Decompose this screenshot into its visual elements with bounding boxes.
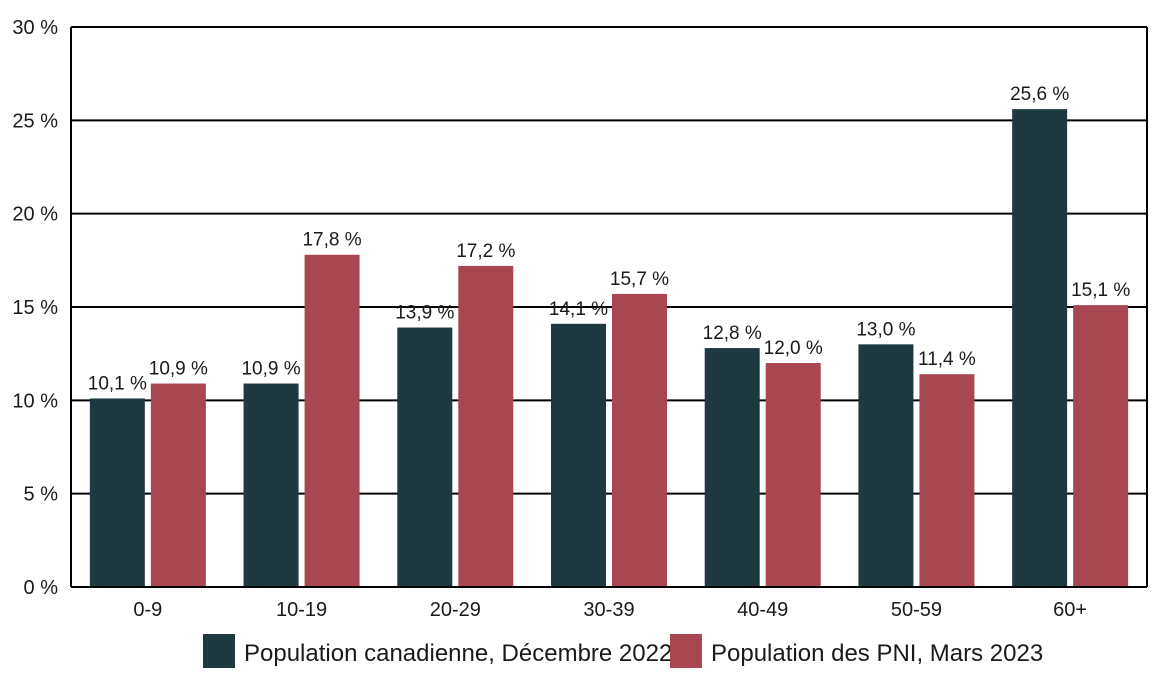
legend-swatch [670, 634, 702, 668]
x-axis-ticks: 0-9 10-19 20-29 30-39 40-49 50-59 60+ [133, 599, 1087, 621]
y-axis-ticks: 0 % 5 % 10 % 15 % 20 % 25 % 30 % [12, 17, 58, 599]
x-tick-label: 50-59 [891, 599, 942, 621]
data-labels: 10,1 %10,9 % 10,9 %17,8 %13,9 %17,2 %14,1… [88, 84, 1131, 394]
data-label: 17,8 % [302, 230, 361, 251]
y-tick-label: 10 % [12, 390, 58, 412]
legend-label: Population canadienne, Décembre 2022 [244, 640, 672, 667]
legend-swatch [203, 634, 235, 668]
x-tick-label: 60+ [1053, 599, 1087, 621]
bar [612, 293, 667, 587]
data-label: 10,9 % [241, 359, 300, 380]
bar [150, 383, 206, 587]
bar [397, 327, 453, 587]
y-tick-label: 15 % [12, 297, 58, 319]
y-tick-label: 30 % [12, 17, 58, 39]
data-label: 13,9 % [395, 303, 454, 324]
bar [919, 374, 975, 587]
x-tick-label: 40-49 [737, 599, 788, 621]
x-tick-label: 20-29 [430, 599, 481, 621]
bar [1073, 305, 1129, 587]
gridlines [71, 26, 1147, 495]
data-label: 15,1 % [1071, 280, 1130, 301]
bar [89, 398, 145, 587]
legend: Population canadienne, Décembre 2022 Popu… [203, 634, 1043, 668]
bar [858, 344, 914, 587]
data-label: 17,2 % [456, 241, 515, 262]
x-tick-label: 10-19 [276, 599, 327, 621]
x-tick-label: 30-39 [583, 599, 634, 621]
data-label: 12,8 % [703, 323, 762, 344]
data-label: 13,0 % [856, 319, 915, 340]
data-label: 14,1 % [549, 299, 608, 320]
bar [243, 383, 299, 587]
bars [89, 109, 1129, 587]
bar [304, 254, 360, 587]
bar [765, 363, 821, 587]
bar [458, 265, 514, 587]
bar [704, 348, 760, 587]
bar [551, 323, 606, 587]
bar [1012, 109, 1068, 587]
data-label: 11,4 % [918, 349, 976, 370]
data-label: 15,7 % [610, 269, 669, 290]
data-label: 10,9 % [149, 359, 208, 380]
y-tick-label: 0 % [24, 577, 59, 599]
y-tick-label: 5 % [24, 484, 59, 506]
legend-label: Population des PNI, Mars 2023 [711, 640, 1043, 667]
data-label: 12,0 % [764, 338, 823, 359]
y-tick-label: 20 % [12, 204, 58, 226]
x-tick-label: 0-9 [133, 599, 162, 621]
y-tick-label: 25 % [12, 110, 58, 132]
data-label: 25,6 % [1010, 84, 1069, 105]
data-label: 10,1 % [88, 373, 147, 394]
